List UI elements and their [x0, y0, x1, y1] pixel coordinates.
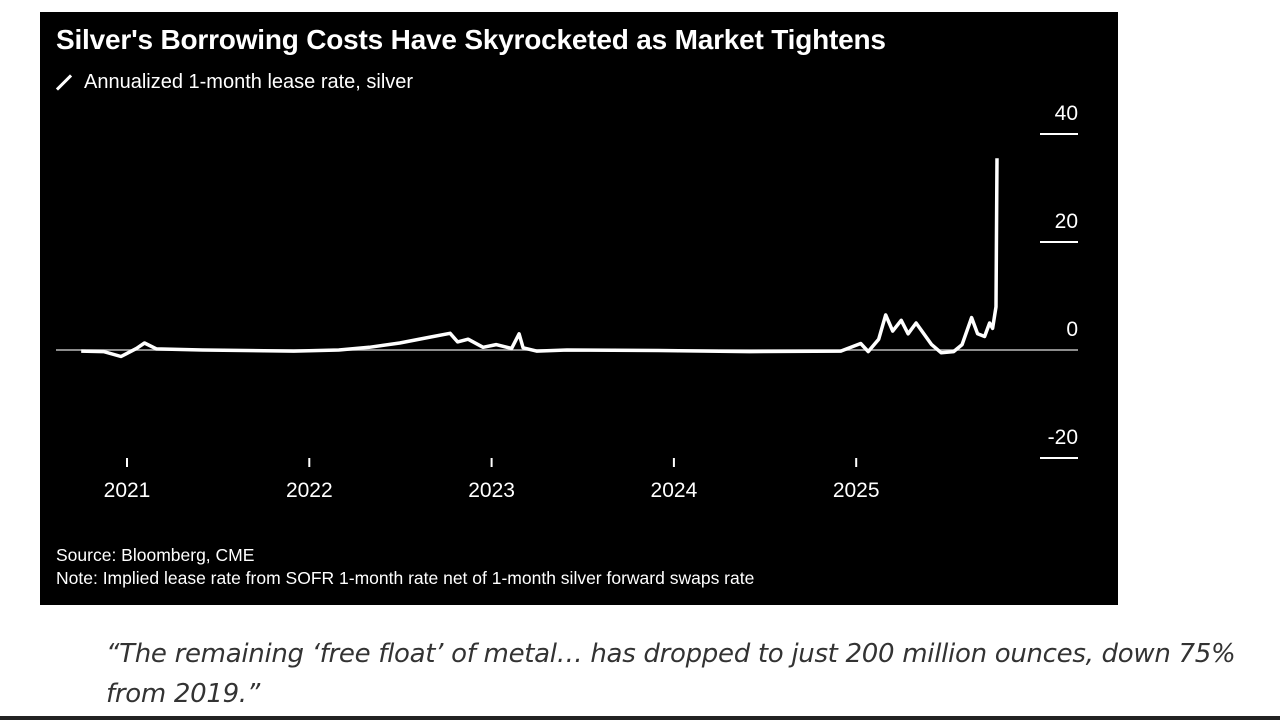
source-text: Source: Bloomberg, CME [56, 545, 255, 565]
x-tick-label: 2021 [104, 479, 151, 502]
x-tick-label: 2022 [286, 479, 333, 502]
y-tick-label: 20 [1055, 210, 1078, 233]
x-tick-label: 2023 [468, 479, 515, 502]
quote-text: “The remaining ‘free float’ of metal… ha… [106, 639, 1236, 709]
series-line [81, 158, 999, 359]
y-tick-label: 40 [1055, 102, 1078, 125]
chart-plot: 40 20 0 -20 2021 2022 2023 2024 2025 [56, 102, 1078, 502]
chart: 40 20 0 -20 2021 2022 2023 2024 2025 Silver's Bo… [40, 12, 1118, 605]
note-text: Note: Implied lease rate from SOFR 1-mon… [56, 568, 755, 588]
bottom-rule [0, 716, 1280, 720]
y-tick-label: 0 [1066, 318, 1078, 341]
x-tick-label: 2025 [833, 479, 880, 502]
chart-title: Silver's Borrowing Costs Have Skyrockete… [56, 24, 886, 55]
x-tick-label: 2024 [651, 479, 698, 502]
legend: Annualized 1-month lease rate, silver [55, 71, 414, 94]
legend-label: Annualized 1-month lease rate, silver [84, 71, 414, 93]
legend-swatch [55, 74, 73, 91]
y-tick-label: -20 [1048, 426, 1078, 449]
